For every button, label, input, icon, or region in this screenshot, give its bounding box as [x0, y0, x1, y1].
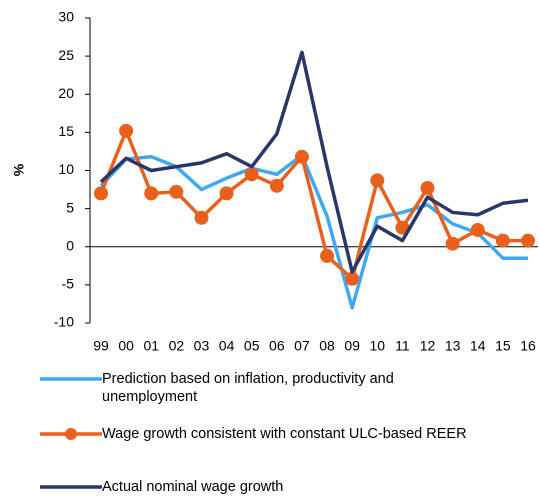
marker: [521, 233, 535, 248]
marker: [94, 186, 108, 201]
marker: [219, 186, 234, 201]
x-tick-label: 05: [244, 338, 260, 354]
x-tick-label: 07: [294, 338, 310, 354]
x-tick-label: 13: [445, 338, 461, 354]
marker: [244, 167, 259, 182]
marker: [320, 248, 335, 263]
y-tick-label: 15: [58, 123, 74, 139]
x-tick-label: 15: [495, 338, 511, 354]
x-tick-label: 03: [194, 338, 210, 354]
x-tick-label: 11: [395, 338, 410, 354]
marker: [470, 222, 485, 237]
y-tick-label: 10: [58, 161, 74, 177]
y-tick-label: 20: [58, 85, 74, 101]
x-tick-label: 04: [219, 338, 235, 354]
x-tick-label: 08: [319, 338, 335, 354]
series-line: [99, 129, 528, 281]
series-line: [99, 50, 529, 274]
marker: [269, 178, 284, 193]
legend-item: Prediction based on inflation, productiv…: [40, 370, 520, 406]
y-tick-label: 25: [58, 47, 74, 63]
marker: [294, 149, 309, 164]
x-tick-label: 09: [344, 338, 360, 354]
x-tick-label: 99: [93, 338, 109, 354]
x-tick-label: 02: [169, 338, 185, 354]
y-tick-label: -5: [62, 276, 75, 292]
marker: [495, 233, 510, 248]
marker: [370, 173, 385, 188]
legend-label: Prediction based on inflation, productiv…: [102, 371, 394, 405]
y-tick-label: 30: [58, 9, 74, 25]
x-tick-label: 01: [143, 338, 159, 354]
legend-marker: [65, 428, 77, 440]
x-tick-label: 14: [470, 338, 486, 354]
marker: [345, 271, 360, 286]
y-tick-label: 5: [66, 199, 74, 215]
y-tick-label: 0: [66, 237, 74, 253]
legend-label: Wage growth consistent with constant ULC…: [102, 426, 467, 442]
legend-item: Actual nominal wage growth: [40, 478, 520, 496]
x-tick-label: 16: [520, 338, 536, 354]
legend-label: Actual nominal wage growth: [102, 479, 284, 495]
legend-item: Wage growth consistent with constant ULC…: [40, 425, 520, 443]
marker: [194, 210, 209, 225]
marker: [420, 181, 435, 196]
legend-swatch: [40, 428, 102, 440]
x-tick-label: 06: [269, 338, 285, 354]
marker: [445, 236, 460, 251]
y-axis-label: %: [11, 163, 27, 176]
x-tick-label: 12: [420, 338, 436, 354]
y-tick-label: -10: [54, 314, 74, 330]
marker: [169, 184, 184, 199]
legend-swatch: [40, 377, 102, 381]
legend-swatch: [40, 485, 102, 489]
marker: [119, 123, 134, 138]
series-line: [99, 153, 528, 310]
x-tick-label: 10: [370, 338, 386, 354]
x-tick-label: 00: [118, 338, 134, 354]
marker: [144, 186, 159, 201]
